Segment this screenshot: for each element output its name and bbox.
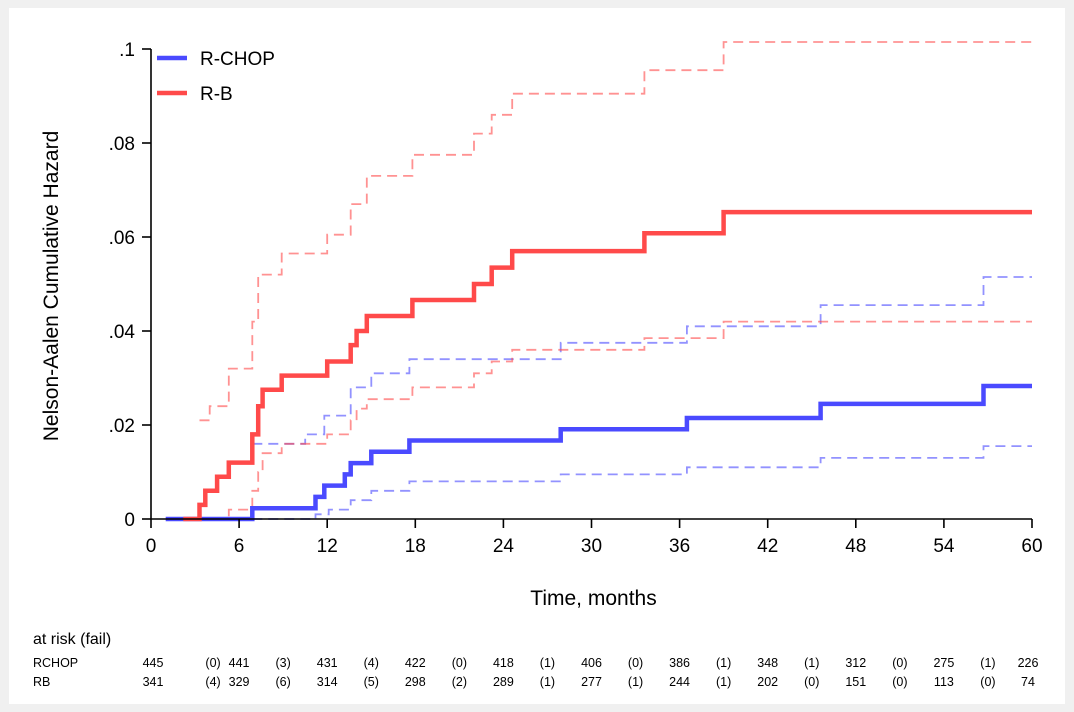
risk-table: at risk (fail) RCHOP 445 (0) 441 (3) 431 (4) 422… [33, 631, 1038, 689]
figure-panel: 0 6 12 18 24 30 36 42 48 54 60 0 .02 .04 .06 .08 .1 Time,… [9, 8, 1065, 704]
risk-cell: (1) [540, 675, 555, 689]
risk-cell: (1) [628, 675, 643, 689]
y-tick-label: .08 [109, 134, 135, 155]
risk-cell: 329 [229, 675, 250, 689]
y-tick-label: .04 [109, 322, 136, 343]
x-tick-label: 12 [317, 536, 338, 557]
risk-cell: (6) [276, 675, 291, 689]
risk-cell: (0) [892, 675, 907, 689]
risk-cell: 298 [405, 675, 426, 689]
y-tick-label: .1 [119, 40, 135, 61]
confidence-bands [199, 41, 1032, 520]
x-tick-label: 48 [845, 536, 866, 557]
risk-cell: (4) [205, 675, 220, 689]
x-tick-label: 36 [669, 536, 690, 557]
risk-cell: 314 [317, 675, 338, 689]
risk-cell: (2) [452, 675, 467, 689]
risk-cell: (1) [804, 656, 819, 670]
x-tick-label: 6 [234, 536, 245, 557]
risk-cell: 289 [493, 675, 514, 689]
risk-cell: (5) [364, 675, 379, 689]
axes: 0 6 12 18 24 30 36 42 48 54 60 0 .02 .04 .06 .08 .1 Time,… [40, 40, 1043, 610]
x-tick-label: 54 [933, 536, 955, 557]
r-b-estimate-line [183, 209, 1032, 522]
y-tick-label: .06 [109, 228, 135, 249]
x-tick-label: 30 [581, 536, 602, 557]
risk-cell: 275 [933, 656, 954, 670]
risk-table-title: at risk (fail) [33, 631, 111, 648]
risk-cell: (1) [716, 656, 731, 670]
r-b-upper-ci-line [199, 41, 1032, 422]
legend-label: R-CHOP [200, 49, 275, 70]
risk-cell: 406 [581, 656, 602, 670]
x-axis-title: Time, months [530, 587, 656, 610]
y-tick-label: 0 [124, 510, 135, 531]
r-chop-upper-ci-line [252, 276, 1032, 445]
risk-cell: 445 [143, 656, 164, 670]
hazard-chart: 0 6 12 18 24 30 36 42 48 54 60 0 .02 .04 .06 .08 .1 Time,… [33, 40, 1043, 689]
risk-cell: (4) [364, 656, 379, 670]
risk-cell: (0) [892, 656, 907, 670]
risk-row-label: RCHOP [33, 656, 78, 670]
risk-cell: 422 [405, 656, 426, 670]
risk-cell: 277 [581, 675, 602, 689]
risk-cell: (0) [980, 675, 995, 689]
risk-cell: (0) [804, 675, 819, 689]
r-chop-estimate-line [165, 383, 1032, 522]
risk-cell: (1) [716, 675, 731, 689]
legend: R-CHOP R-B [157, 49, 275, 105]
x-tick-label: 24 [493, 536, 515, 557]
legend-label: R-B [200, 84, 233, 105]
risk-cell: 74 [1021, 675, 1035, 689]
y-axis-title: Nelson-Aalen Cumulative Hazard [40, 131, 63, 441]
risk-cell: (0) [452, 656, 467, 670]
x-tick-label: 0 [146, 536, 157, 557]
risk-cell: 151 [845, 675, 866, 689]
risk-cell: 418 [493, 656, 514, 670]
risk-cell: (3) [276, 656, 291, 670]
risk-cell: 226 [1018, 656, 1039, 670]
risk-cell: 348 [757, 656, 778, 670]
risk-cell: (1) [540, 656, 555, 670]
estimate-lines [165, 209, 1032, 522]
x-tick-label: 60 [1021, 536, 1042, 557]
risk-cell: (0) [628, 656, 643, 670]
x-tick-label: 18 [405, 536, 426, 557]
risk-cell: 386 [669, 656, 690, 670]
risk-cell: (0) [205, 656, 220, 670]
r-chop-lower-ci-line [252, 445, 1032, 520]
risk-row-label: RB [33, 675, 50, 689]
risk-cell: 431 [317, 656, 338, 670]
risk-cell: 312 [845, 656, 866, 670]
risk-cell: 244 [669, 675, 690, 689]
risk-cell: 113 [934, 675, 954, 689]
y-tick-label: .02 [109, 416, 135, 437]
risk-cell: 341 [143, 675, 164, 689]
r-b-lower-ci-line [199, 320, 1032, 520]
x-tick-label: 42 [757, 536, 778, 557]
risk-cell: 441 [229, 656, 250, 670]
risk-cell: 202 [757, 675, 778, 689]
risk-cell: (1) [980, 656, 995, 670]
